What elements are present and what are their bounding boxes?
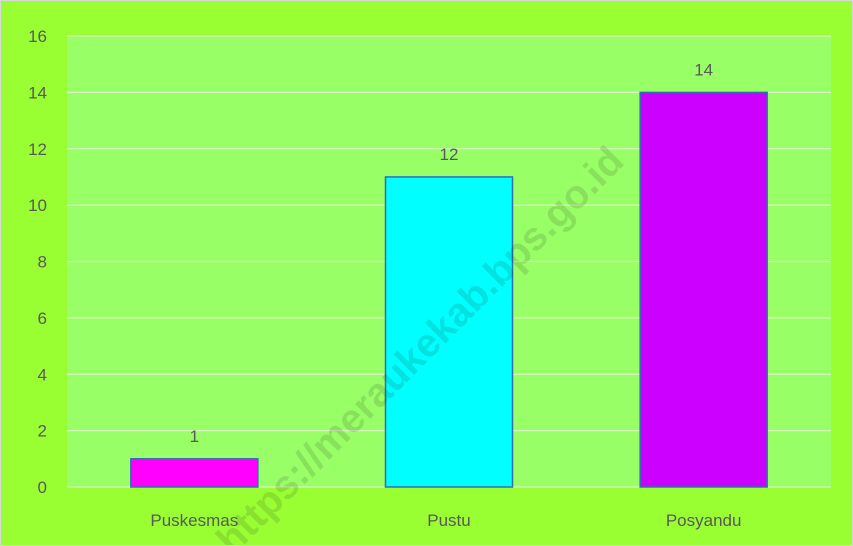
y-tick-label: 8: [38, 253, 47, 272]
x-tick-label-pustu: Pustu: [427, 511, 470, 530]
x-axis-tick-labels: Puskesmas Pustu Posyandu: [150, 511, 741, 530]
y-tick-label: 16: [28, 27, 47, 46]
bars: [130, 91, 768, 488]
y-tick-label: 6: [38, 309, 47, 328]
y-tick-label: 0: [38, 478, 47, 497]
y-tick-label: 12: [28, 140, 47, 159]
data-label-posyandu: 14: [694, 60, 713, 79]
bar-posyandu: [639, 91, 768, 488]
bar-puskesmas: [130, 458, 259, 488]
y-tick-label: 2: [38, 422, 47, 441]
y-axis-tick-labels: 0 2 4 6 8 10 12 14 16: [28, 27, 47, 497]
bar-pustu: [384, 176, 514, 488]
x-tick-label-puskesmas: Puskesmas: [150, 511, 238, 530]
y-tick-label: 14: [28, 83, 47, 102]
data-label-puskesmas: 1: [190, 427, 199, 446]
y-tick-label: 10: [28, 196, 47, 215]
data-labels: 1 12 14: [190, 60, 714, 445]
y-tick-label: 4: [38, 365, 47, 384]
x-tick-label-posyandu: Posyandu: [666, 511, 742, 530]
data-label-pustu: 12: [440, 145, 459, 164]
